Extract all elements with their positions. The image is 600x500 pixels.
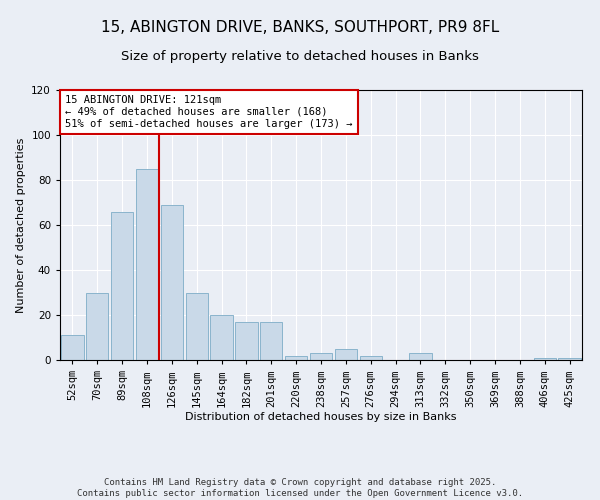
Bar <box>260 322 283 360</box>
Bar <box>409 353 431 360</box>
Y-axis label: Number of detached properties: Number of detached properties <box>16 138 26 312</box>
Bar <box>335 349 357 360</box>
Bar <box>211 315 233 360</box>
Bar <box>235 322 257 360</box>
Text: 15 ABINGTON DRIVE: 121sqm
← 49% of detached houses are smaller (168)
51% of semi: 15 ABINGTON DRIVE: 121sqm ← 49% of detac… <box>65 96 353 128</box>
Text: Size of property relative to detached houses in Banks: Size of property relative to detached ho… <box>121 50 479 63</box>
Text: Contains HM Land Registry data © Crown copyright and database right 2025.
Contai: Contains HM Land Registry data © Crown c… <box>77 478 523 498</box>
X-axis label: Distribution of detached houses by size in Banks: Distribution of detached houses by size … <box>185 412 457 422</box>
Text: 15, ABINGTON DRIVE, BANKS, SOUTHPORT, PR9 8FL: 15, ABINGTON DRIVE, BANKS, SOUTHPORT, PR… <box>101 20 499 35</box>
Bar <box>161 205 183 360</box>
Bar <box>285 356 307 360</box>
Bar <box>185 292 208 360</box>
Bar <box>359 356 382 360</box>
Bar <box>310 353 332 360</box>
Bar <box>533 358 556 360</box>
Bar <box>86 292 109 360</box>
Bar <box>61 335 83 360</box>
Bar <box>136 169 158 360</box>
Bar <box>111 212 133 360</box>
Bar <box>559 358 581 360</box>
